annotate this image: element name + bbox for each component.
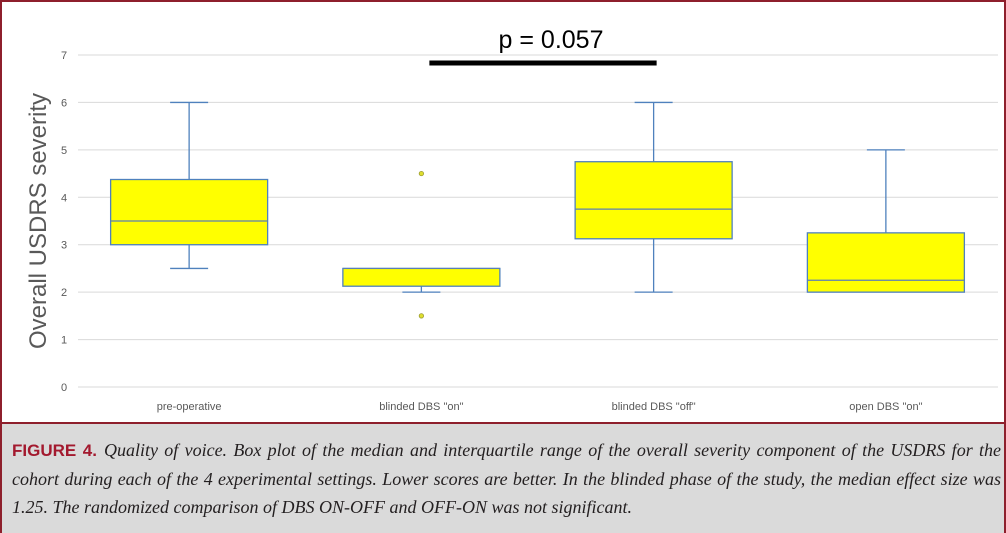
caption-text: Quality of voice. Box plot of the median… <box>12 440 1002 517</box>
box-plot-1 <box>109 101 269 270</box>
y-tick-label: 6 <box>61 97 67 109</box>
y-tick-label: 4 <box>61 192 67 204</box>
box-iqr <box>342 267 501 287</box>
boxes <box>109 101 966 319</box>
box-iqr <box>806 232 966 293</box>
y-axis-title: Overall USDRS severity <box>25 93 52 349</box>
outlier-point <box>418 170 424 177</box>
y-tick-label: 5 <box>61 145 67 157</box>
x-tick-label: blinded DBS "off" <box>612 401 696 413</box>
caption-label: FIGURE 4. <box>12 441 97 460</box>
box-plot-3 <box>574 101 733 293</box>
y-tick-label: 1 <box>61 335 67 347</box>
x-tick-labels: pre-operative blinded DBS "on" blinded DBS… <box>157 401 923 413</box>
box-plot-4 <box>806 149 966 293</box>
box-plot-chart: 0 1 2 3 4 5 6 7 Overall USDRS severity pre-operat… <box>25 26 998 413</box>
y-tick-labels: 0 1 2 3 4 5 6 7 <box>61 50 67 394</box>
x-tick-label: pre-operative <box>157 401 222 413</box>
box-iqr <box>574 161 733 240</box>
p-value-label: p = 0.057 <box>499 26 604 54</box>
box-iqr <box>109 178 269 246</box>
figure-caption: FIGURE 4. Quality of voice. Box plot of t… <box>2 422 1004 533</box>
y-tick-label: 7 <box>61 50 67 62</box>
x-tick-label: open DBS "on" <box>849 401 922 413</box>
x-tick-label: blinded DBS "on" <box>379 401 463 413</box>
y-tick-label: 2 <box>61 287 67 299</box>
outlier-point <box>418 313 424 319</box>
y-tick-label: 3 <box>61 240 67 252</box>
caption-paragraph: FIGURE 4. Quality of voice. Box plot of t… <box>12 436 1001 521</box>
gridlines <box>78 54 998 388</box>
box-plot-2 <box>342 170 501 319</box>
y-tick-label: 0 <box>61 382 67 394</box>
